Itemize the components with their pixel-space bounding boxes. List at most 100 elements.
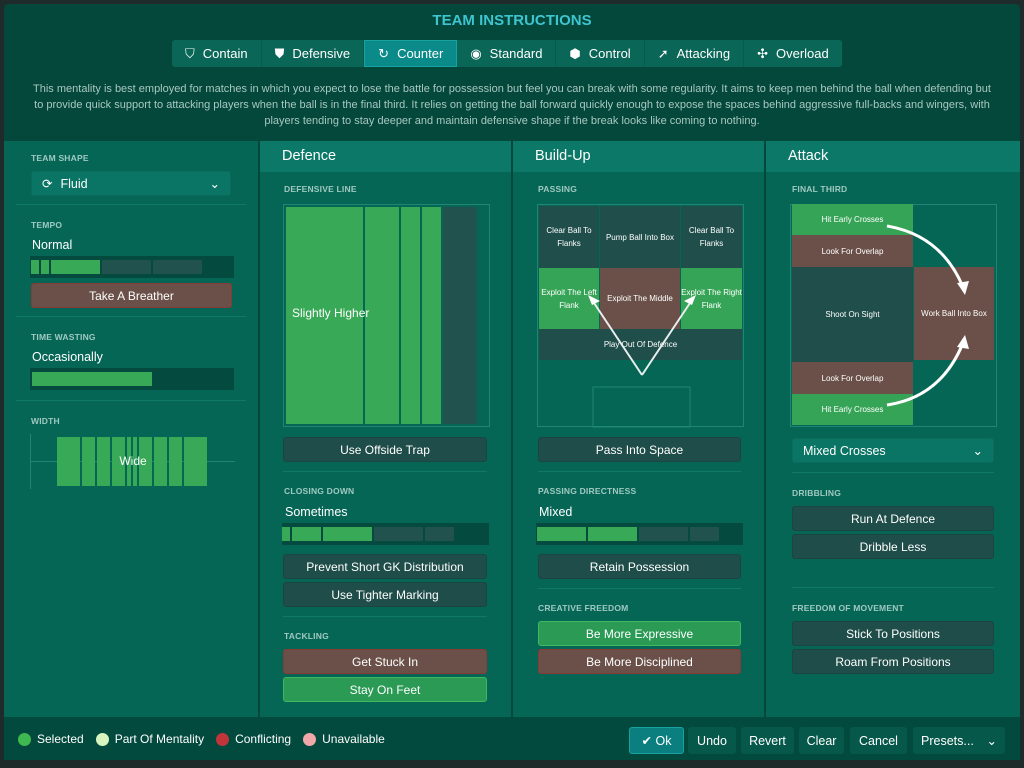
play-out-of-defence-option[interactable]: Play Out Of Defence — [539, 329, 742, 360]
prevent-short-gk-distribution-button[interactable]: Prevent Short GK Distribution — [283, 554, 487, 579]
chevron-down-icon: ⌄ — [209, 177, 220, 191]
exploit-middle-option[interactable]: Exploit The Middle — [600, 268, 680, 329]
chevron-down-icon: ⌄ — [986, 734, 997, 748]
team-shape-dropdown[interactable]: ⟳ Fluid ⌄ — [31, 171, 231, 196]
tab-label: Counter — [397, 46, 444, 61]
tab-defensive[interactable]: ⛊ Defensive — [262, 40, 365, 67]
pump-ball-option[interactable]: Pump Ball Into Box — [600, 206, 680, 268]
circle-icon: ◉ — [470, 45, 482, 61]
use-offside-trap-button[interactable]: Use Offside Trap — [283, 437, 487, 462]
divider — [16, 316, 246, 317]
legend: Selected Part Of Mentality Conflicting U… — [18, 732, 397, 746]
cross-arrows — [886, 224, 969, 407]
tab-label: Overload — [776, 46, 829, 61]
red-dot-icon — [216, 732, 230, 746]
undo-button[interactable]: Undo — [688, 727, 736, 754]
tab-label: Standard — [489, 46, 543, 61]
hit-early-crosses-bottom-option[interactable]: Hit Early Crosses — [792, 394, 913, 425]
divider — [283, 471, 487, 472]
light-green-dot-icon — [95, 732, 109, 746]
get-stuck-in-button[interactable]: Get Stuck In — [283, 649, 487, 674]
check-icon: ✔ — [641, 734, 656, 748]
be-more-disciplined-button[interactable]: Be More Disciplined — [538, 649, 741, 674]
attack-header: Attack — [766, 141, 1020, 172]
final-third-selector[interactable]: Hit Early Crosses Look For Overlap Shoot… — [790, 204, 997, 427]
tab-contain[interactable]: ⛉ Contain — [172, 40, 262, 67]
revert-button[interactable]: Revert — [741, 727, 794, 754]
defensive-line-selector[interactable]: Slightly Higher — [283, 204, 490, 427]
passing-directness-value: Mixed — [539, 505, 573, 519]
passing-directness-slider[interactable] — [536, 523, 743, 545]
passing-selector[interactable]: Clear Ball To Flanks Pump Ball Into Box … — [537, 204, 744, 428]
tab-label: Defensive — [292, 46, 351, 61]
stay-on-feet-button[interactable]: Stay On Feet — [283, 677, 487, 702]
clear-ball-left-option[interactable]: Clear Ball To Flanks — [539, 206, 599, 268]
shoot-on-sight-option[interactable]: Shoot On Sight — [792, 267, 913, 362]
width-bars — [57, 437, 207, 486]
legend-label: Part Of Mentality — [114, 732, 205, 746]
clear-ball-right-option[interactable]: Clear Ball To Flanks — [681, 206, 742, 268]
dribble-less-button[interactable]: Dribble Less — [792, 534, 994, 559]
look-for-overlap-top-option[interactable]: Look For Overlap — [792, 235, 913, 267]
defence-column: Defence DEFENSIVE LINE Slightly Higher U… — [260, 141, 511, 717]
final-third-label: FINAL THIRD — [792, 184, 848, 194]
tab-standard[interactable]: ◉ Standard — [457, 40, 557, 67]
tab-label: Control — [588, 46, 631, 61]
tab-overload[interactable]: ✣ Overload — [744, 40, 842, 67]
time-wasting-value: Occasionally — [32, 350, 103, 364]
freedom-of-movement-label: FREEDOM OF MOVEMENT — [792, 603, 904, 613]
slider-segment — [41, 260, 49, 274]
build-up-column: Build-Up PASSING Clear Ball To Flanks Pu… — [513, 141, 764, 717]
work-ball-into-box-option[interactable]: Work Ball Into Box — [914, 267, 994, 360]
fluid-icon: ⟳ — [42, 177, 53, 191]
presets-dropdown[interactable]: Presets... ⌄ — [913, 727, 1005, 754]
attack-arrow-icon: ➚ — [657, 45, 669, 61]
tab-attacking[interactable]: ➚ Attacking — [645, 40, 745, 67]
stick-to-positions-button[interactable]: Stick To Positions — [792, 621, 994, 646]
clear-button[interactable]: Clear — [799, 727, 844, 754]
cancel-button[interactable]: Cancel — [850, 727, 907, 754]
legend-label: Unavailable — [322, 732, 385, 746]
divider — [283, 616, 487, 617]
legend-label: Selected — [37, 732, 84, 746]
legend-unavailable: Unavailable — [303, 732, 385, 746]
presets-label: Presets... — [921, 733, 974, 748]
time-wasting-slider[interactable] — [30, 368, 234, 390]
tackling-label: TACKLING — [284, 631, 329, 641]
counter-arrow-icon: ↻ — [378, 45, 390, 61]
pass-into-space-button[interactable]: Pass Into Space — [538, 437, 741, 462]
roam-from-positions-button[interactable]: Roam From Positions — [792, 649, 994, 674]
width-slider[interactable]: Wide — [30, 434, 235, 489]
crossing-value: Mixed Crosses — [803, 443, 886, 458]
hit-early-crosses-top-option[interactable]: Hit Early Crosses — [792, 204, 913, 235]
closing-down-label: CLOSING DOWN — [284, 486, 355, 496]
retain-possession-button[interactable]: Retain Possession — [538, 554, 741, 579]
team-shape-label: TEAM SHAPE — [31, 153, 89, 163]
attack-column: Attack FINAL THIRD Hit Early Crosses Loo… — [766, 141, 1020, 717]
be-more-expressive-button[interactable]: Be More Expressive — [538, 621, 741, 646]
control-icon: ⬢ — [569, 45, 581, 61]
closing-down-slider[interactable] — [282, 523, 489, 545]
page-title: TEAM INSTRUCTIONS — [432, 12, 592, 29]
divider — [792, 587, 994, 588]
tab-control[interactable]: ⬢ Control — [556, 40, 645, 67]
exploit-left-flank-option[interactable]: Exploit The Left Flank — [539, 268, 599, 329]
tab-counter[interactable]: ↻ Counter — [364, 40, 458, 67]
use-tighter-marking-button[interactable]: Use Tighter Marking — [283, 582, 487, 607]
run-at-defence-button[interactable]: Run At Defence — [792, 506, 994, 531]
ok-button[interactable]: ✔ Ok — [629, 727, 684, 754]
crossing-dropdown[interactable]: Mixed Crosses ⌄ — [792, 438, 994, 463]
passing-directness-label: PASSING DIRECTNESS — [538, 486, 637, 496]
legend-label: Conflicting — [235, 732, 292, 746]
chevron-down-icon: ⌄ — [972, 444, 983, 458]
slider-segment — [31, 260, 39, 274]
team-shape-value: Fluid — [60, 176, 88, 191]
defensive-line-value: Slightly Higher — [292, 306, 370, 320]
tempo-slider[interactable] — [30, 256, 234, 278]
look-for-overlap-bottom-option[interactable]: Look For Overlap — [792, 362, 913, 394]
tab-label: Contain — [202, 46, 248, 61]
time-wasting-label: TIME WASTING — [31, 332, 96, 342]
legend-part-of-mentality: Part Of Mentality — [95, 732, 205, 746]
width-value: Wide — [119, 454, 147, 468]
take-a-breather-button[interactable]: Take A Breather — [31, 283, 232, 308]
